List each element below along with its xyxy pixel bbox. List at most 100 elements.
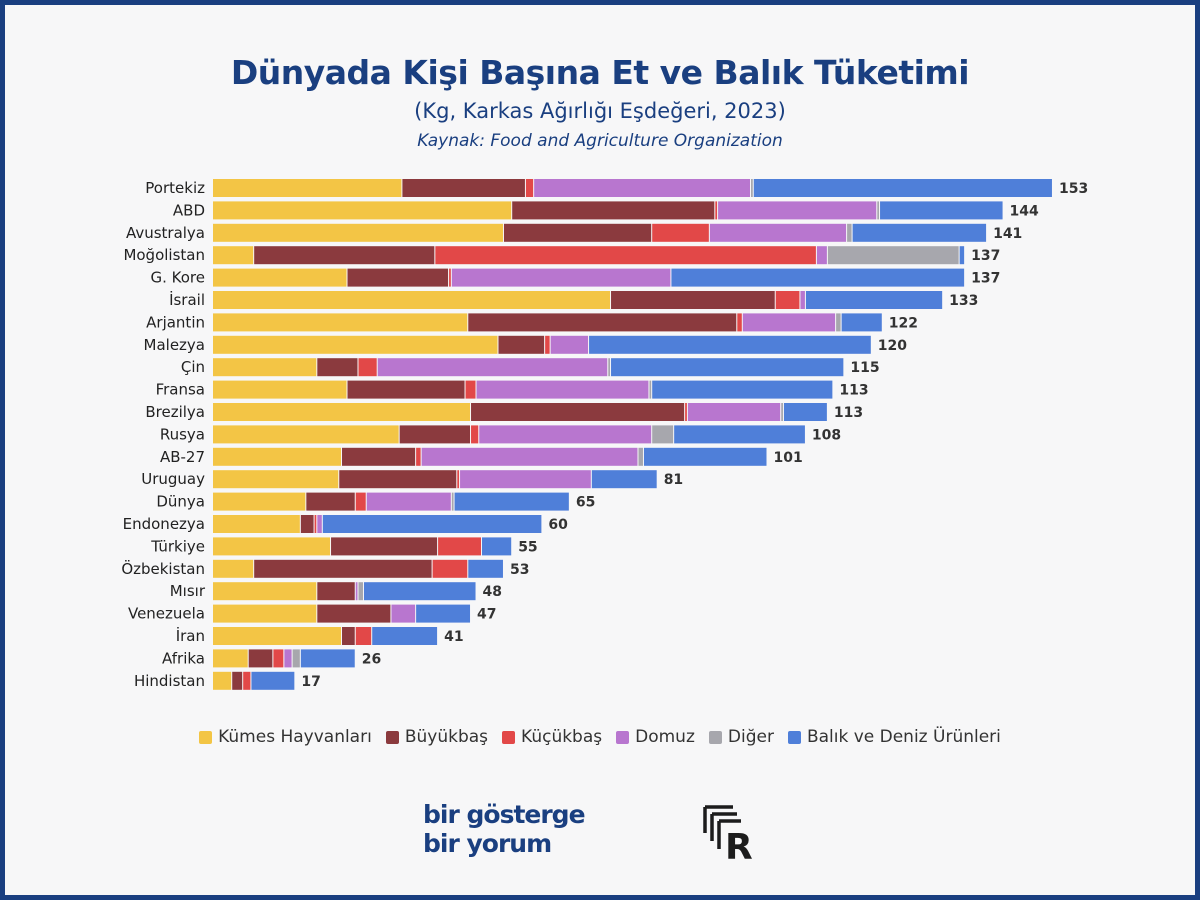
legend-item: Balık ve Deniz Ürünleri	[787, 727, 1001, 747]
bar-segment-0	[213, 380, 347, 399]
bar-segment-2	[416, 447, 421, 466]
bar-segment-3	[377, 358, 608, 377]
brand-mark-icon: R	[703, 805, 753, 861]
bar-segment-5	[783, 403, 827, 421]
bar-segment-5	[959, 246, 965, 265]
chart-source: Kaynak: Food and Agriculture Organizatio…	[417, 131, 783, 151]
legend-swatch	[199, 730, 213, 744]
bar-segment-0	[213, 470, 339, 489]
category-label: Uruguay	[141, 470, 205, 488]
bar-segment-1	[402, 179, 525, 197]
legend-item: Domuz	[616, 727, 695, 747]
total-label: 113	[839, 383, 868, 399]
bar-segment-2	[273, 649, 284, 668]
bar-segment-5	[880, 201, 1003, 220]
legend-item: Küçükbaş	[502, 727, 602, 747]
total-label: 137	[971, 248, 1000, 264]
category-label: Brezilya	[145, 403, 205, 421]
bar-segment-1	[339, 470, 457, 489]
category-label: Özbekistan	[121, 559, 205, 578]
legend-item: Kümes Hayvanları	[199, 727, 372, 747]
bar-segment-5	[482, 537, 512, 556]
bar-segment-1	[468, 313, 737, 332]
bar-segment-1	[471, 403, 685, 421]
bar-segment-4	[877, 201, 880, 220]
brand-logo-text: bir gösterge bir yorum	[423, 800, 586, 858]
category-label: Endonezya	[123, 515, 205, 533]
bar-segment-2	[438, 537, 482, 556]
bar-segment-0	[213, 649, 248, 668]
bar-segment-4	[638, 447, 643, 466]
bar-segment-3	[476, 380, 649, 399]
total-label: 122	[889, 315, 918, 331]
bar-segment-5	[611, 358, 844, 377]
bar-segment-1	[254, 246, 435, 265]
bar-segment-3	[718, 201, 877, 220]
bar-segment-5	[372, 627, 438, 645]
bar-segment-2	[243, 671, 251, 690]
category-label: AB-27	[160, 448, 205, 466]
total-label: 17	[301, 674, 320, 690]
bar-segment-4	[751, 179, 753, 197]
bar-segment-2	[525, 179, 534, 197]
legend-swatch	[708, 730, 722, 744]
bar-segment-1	[503, 223, 652, 242]
bar-segment-2	[358, 358, 377, 377]
bar-segment-1	[611, 291, 775, 309]
legend-swatch	[385, 730, 399, 744]
bar-segment-3	[479, 425, 652, 444]
bar-segment-0	[213, 201, 512, 220]
total-label: 115	[850, 360, 879, 376]
bar-segment-0	[213, 537, 331, 556]
total-label: 53	[510, 562, 529, 578]
bar-segment-1	[342, 627, 355, 645]
category-label: Moğolistan	[123, 246, 205, 264]
bar-segment-2	[355, 627, 372, 645]
bar-segment-4	[292, 649, 300, 668]
category-label: Türkiye	[150, 537, 205, 555]
bar-segment-3	[534, 179, 751, 197]
bar-segment-2	[355, 492, 366, 511]
total-label: 65	[576, 495, 595, 511]
bar-segment-2	[685, 403, 687, 421]
bar-segment-1	[512, 201, 715, 220]
stacked-bar-chart: Portekiz 153 ABD 144 Avustralya 141 Moğolistan…	[121, 179, 1088, 690]
bar-segment-2	[737, 313, 742, 332]
total-label: 60	[548, 517, 568, 533]
bar-segment-2	[545, 335, 550, 354]
legend-label: Kümes Hayvanları	[218, 727, 372, 747]
bar-segment-3	[816, 246, 827, 265]
bar-segment-3	[366, 492, 451, 511]
bar-segment-5	[591, 470, 657, 489]
category-label: İsrail	[169, 290, 205, 309]
bar-segment-1	[248, 649, 273, 668]
bar-segment-3	[709, 223, 847, 242]
bar-segment-1	[317, 604, 391, 623]
total-label: 41	[444, 629, 463, 645]
legend-label: Küçükbaş	[521, 727, 603, 747]
bar-segment-0	[213, 313, 468, 332]
bar-segment-4	[781, 403, 783, 421]
bar-segment-2	[457, 470, 460, 489]
total-label: 153	[1059, 181, 1088, 197]
category-label: Hindistan	[134, 672, 205, 690]
category-label: ABD	[173, 201, 205, 219]
bar-segment-5	[671, 268, 965, 287]
legend-label: Diğer	[727, 727, 774, 747]
bar-segment-2	[432, 559, 468, 578]
bar-segment-0	[213, 358, 317, 377]
category-label: G. Kore	[151, 269, 206, 287]
total-label: 55	[518, 539, 537, 555]
chart-subtitle: (Kg, Karkas Ağırlığı Eşdeğeri, 2023)	[414, 99, 786, 123]
legend-item: Diğer	[708, 727, 774, 747]
bar-segment-5	[300, 649, 355, 668]
bar-segment-2	[465, 380, 476, 399]
bar-segment-3	[460, 470, 591, 489]
bar-segment-0	[213, 492, 306, 511]
bar-segment-5	[363, 582, 476, 601]
bar-segment-5	[643, 447, 767, 466]
bar-segment-4	[649, 380, 652, 399]
bar-segment-5	[468, 559, 503, 578]
bar-segment-0	[213, 604, 317, 623]
category-label: Arjantin	[146, 313, 205, 331]
